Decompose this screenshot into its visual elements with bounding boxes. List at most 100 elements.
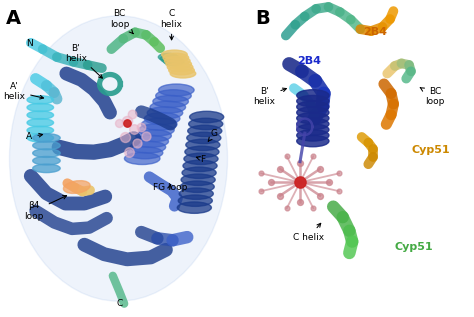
Text: Cyp51: Cyp51: [394, 242, 433, 252]
Ellipse shape: [130, 141, 166, 153]
Text: A'
helix: A' helix: [3, 81, 44, 101]
Ellipse shape: [179, 188, 213, 199]
Point: [257, 171, 265, 176]
Text: B'
helix: B' helix: [65, 43, 102, 78]
Ellipse shape: [163, 53, 189, 62]
Point: [296, 160, 304, 165]
Ellipse shape: [133, 135, 169, 147]
Ellipse shape: [138, 124, 174, 136]
Point: [257, 189, 265, 194]
Ellipse shape: [170, 69, 196, 78]
Ellipse shape: [27, 96, 54, 104]
Ellipse shape: [153, 95, 188, 107]
Ellipse shape: [164, 56, 190, 65]
Ellipse shape: [185, 146, 219, 158]
Point: [128, 112, 136, 117]
Point: [267, 180, 274, 185]
Ellipse shape: [33, 141, 60, 150]
Ellipse shape: [297, 113, 329, 124]
Point: [123, 120, 131, 126]
Point: [316, 193, 324, 198]
Ellipse shape: [297, 95, 329, 107]
Ellipse shape: [184, 153, 218, 165]
Ellipse shape: [150, 101, 185, 113]
Point: [296, 199, 304, 204]
Point: [283, 154, 291, 159]
Text: C helix: C helix: [293, 223, 325, 242]
Text: F: F: [196, 155, 205, 164]
Text: 2B4: 2B4: [364, 27, 387, 37]
Ellipse shape: [136, 130, 172, 142]
Point: [137, 125, 145, 130]
Ellipse shape: [297, 107, 329, 118]
Ellipse shape: [155, 90, 191, 102]
Ellipse shape: [180, 181, 214, 192]
Ellipse shape: [297, 130, 329, 141]
Text: Cyp51: Cyp51: [411, 145, 450, 155]
Ellipse shape: [33, 149, 60, 158]
Ellipse shape: [162, 50, 187, 59]
Ellipse shape: [186, 139, 220, 151]
Ellipse shape: [141, 118, 177, 130]
Point: [296, 180, 304, 185]
Ellipse shape: [164, 58, 184, 66]
Point: [335, 189, 343, 194]
Point: [121, 134, 128, 139]
Text: C: C: [116, 299, 123, 308]
Text: FG loop: FG loop: [153, 183, 187, 192]
Ellipse shape: [33, 134, 60, 142]
Ellipse shape: [124, 152, 160, 165]
Ellipse shape: [297, 101, 329, 113]
Point: [276, 166, 284, 171]
Ellipse shape: [127, 147, 163, 159]
Text: β4
loop: β4 loop: [25, 196, 66, 221]
Text: BC
loop: BC loop: [420, 87, 445, 107]
Ellipse shape: [160, 55, 180, 62]
Text: B: B: [255, 9, 270, 28]
Ellipse shape: [27, 126, 54, 134]
Point: [335, 171, 343, 176]
Ellipse shape: [64, 181, 90, 193]
Ellipse shape: [183, 160, 217, 171]
Point: [123, 119, 131, 124]
Point: [310, 206, 317, 211]
Ellipse shape: [181, 174, 215, 185]
Text: A: A: [27, 133, 43, 141]
Ellipse shape: [27, 134, 54, 142]
Ellipse shape: [188, 125, 222, 137]
Point: [276, 193, 284, 198]
Ellipse shape: [190, 111, 224, 123]
Point: [125, 149, 133, 154]
Ellipse shape: [297, 90, 329, 101]
Point: [316, 166, 324, 171]
Ellipse shape: [189, 118, 223, 130]
Ellipse shape: [27, 119, 54, 127]
Text: BC
loop: BC loop: [110, 9, 133, 34]
Ellipse shape: [147, 107, 182, 119]
Ellipse shape: [177, 202, 211, 213]
Point: [283, 206, 291, 211]
Point: [116, 120, 123, 125]
Ellipse shape: [27, 103, 54, 112]
Ellipse shape: [27, 111, 54, 119]
Point: [133, 141, 140, 146]
Ellipse shape: [297, 135, 329, 147]
Ellipse shape: [162, 56, 182, 64]
Ellipse shape: [166, 60, 191, 68]
Ellipse shape: [33, 157, 60, 165]
Ellipse shape: [297, 124, 329, 135]
Point: [130, 126, 138, 132]
Ellipse shape: [187, 132, 221, 144]
Text: 2B4: 2B4: [297, 56, 321, 66]
Text: G: G: [208, 129, 218, 141]
Ellipse shape: [144, 113, 180, 125]
Ellipse shape: [169, 66, 194, 75]
Text: B'
helix: B' helix: [254, 87, 286, 107]
Ellipse shape: [297, 118, 329, 130]
Ellipse shape: [178, 195, 212, 206]
Text: A: A: [6, 9, 21, 28]
Text: N: N: [27, 39, 33, 48]
Ellipse shape: [33, 164, 60, 172]
Ellipse shape: [182, 167, 216, 178]
Text: C
helix: C helix: [161, 9, 182, 40]
